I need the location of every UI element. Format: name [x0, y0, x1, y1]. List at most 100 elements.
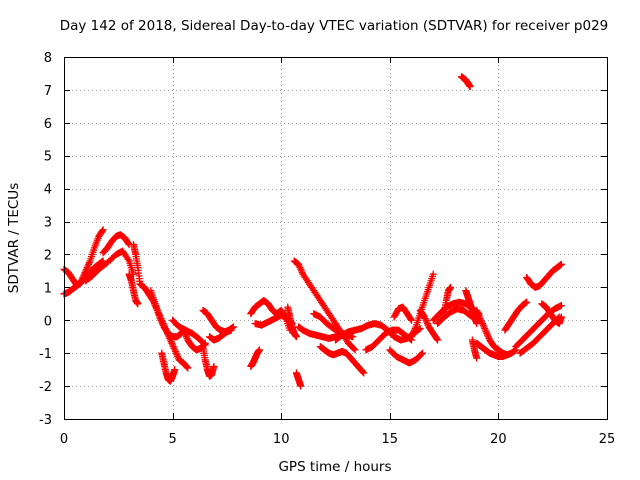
- data-point: [156, 313, 164, 321]
- data-point: [84, 262, 92, 270]
- data-point: [479, 321, 487, 329]
- series-arc-8: [147, 287, 185, 341]
- data-point: [124, 255, 132, 263]
- data-point: [478, 318, 486, 326]
- data-point: [407, 315, 415, 323]
- series-arc-4: [82, 247, 138, 285]
- data-point: [99, 226, 107, 234]
- data-point: [172, 349, 180, 357]
- data-point: [478, 320, 486, 328]
- chart-title: Day 142 of 2018, Sidereal Day-to-day VTE…: [60, 18, 609, 34]
- y-tick-label: 7: [44, 84, 52, 99]
- data-point: [557, 260, 565, 268]
- data-point: [473, 354, 481, 362]
- data-point: [210, 362, 218, 370]
- data-point: [297, 267, 305, 275]
- data-point: [168, 339, 176, 347]
- data-point: [418, 349, 426, 357]
- series-arc-42: [538, 300, 565, 328]
- data-point: [429, 270, 437, 278]
- y-tick-labels: -3 -2 -1 0 1 2 3 4 5 6 7 8: [39, 51, 52, 428]
- series-arc-14: [206, 326, 235, 344]
- data-point: [255, 346, 263, 354]
- data-point: [481, 326, 489, 334]
- data-point: [171, 346, 179, 354]
- x-tick-label: 5: [168, 432, 176, 447]
- data-point: [408, 331, 416, 339]
- data-point: [481, 325, 489, 332]
- data-point: [83, 264, 91, 272]
- data-point: [169, 341, 177, 349]
- series-arc-38: [501, 298, 531, 334]
- series-arc-9: [158, 349, 179, 385]
- data-point: [167, 338, 175, 346]
- y-tick-label: 4: [44, 183, 52, 198]
- data-point: [423, 318, 431, 326]
- data-point: [483, 329, 491, 337]
- y-axis-label: SDTVAR / TECUs: [6, 183, 22, 293]
- data-point: [182, 362, 190, 370]
- data-point: [350, 345, 358, 353]
- data-point: [169, 343, 177, 351]
- data-point: [171, 348, 179, 356]
- x-axis-label: GPS time / hours: [278, 459, 391, 475]
- data-point: [358, 367, 366, 375]
- data-point: [466, 83, 474, 91]
- y-tick-label: -1: [39, 347, 52, 362]
- series-arc-15: [247, 346, 263, 370]
- data-point: [408, 316, 416, 324]
- series-arc-41: [523, 260, 565, 291]
- series-arc-34: [462, 287, 481, 328]
- data-point: [473, 308, 481, 316]
- series-arc-11: [179, 326, 209, 354]
- data-point: [476, 315, 484, 323]
- data-point: [410, 326, 418, 334]
- data-point: [295, 262, 303, 270]
- data-point: [182, 333, 190, 341]
- data-point: [297, 382, 305, 390]
- data-points: [60, 73, 565, 390]
- data-point: [158, 320, 166, 328]
- series-arc-18: [284, 303, 300, 341]
- x-tick-label: 10: [273, 432, 290, 447]
- series-arc-29: [416, 306, 442, 344]
- data-point: [82, 265, 90, 273]
- y-tick-label: 3: [44, 216, 52, 231]
- data-point: [134, 300, 142, 308]
- x-tick-label: 20: [490, 432, 507, 447]
- data-point: [557, 301, 565, 309]
- data-point: [184, 364, 192, 372]
- series-arc-37: [473, 339, 520, 360]
- data-point: [171, 366, 179, 374]
- series-arc-25: [362, 326, 416, 354]
- data-point: [179, 326, 187, 334]
- data-point: [409, 329, 417, 337]
- data-point: [476, 313, 484, 321]
- data-point: [173, 351, 181, 359]
- data-point: [557, 313, 565, 321]
- data-point: [98, 227, 106, 235]
- data-point: [474, 310, 482, 318]
- data-point: [484, 331, 492, 339]
- data-point: [180, 328, 188, 336]
- series-arc-12: [199, 343, 218, 380]
- data-point: [359, 368, 367, 376]
- series-arc-22: [316, 343, 368, 377]
- y-tick-label: 6: [44, 117, 52, 132]
- x-tick-labels: 0 5 10 15 20 25: [60, 432, 615, 447]
- data-point: [124, 239, 132, 247]
- data-point: [174, 352, 182, 360]
- data-point: [423, 320, 431, 328]
- y-tick-label: 8: [44, 51, 52, 66]
- data-point: [85, 260, 93, 268]
- data-point: [297, 265, 305, 273]
- x-tick-label: 25: [599, 432, 616, 447]
- data-point: [477, 316, 485, 324]
- data-point: [421, 313, 429, 321]
- data-point: [181, 329, 189, 337]
- data-point: [360, 369, 368, 377]
- data-point: [292, 333, 300, 341]
- data-point: [80, 270, 88, 278]
- data-point: [170, 344, 178, 352]
- series-arc-27: [390, 303, 416, 324]
